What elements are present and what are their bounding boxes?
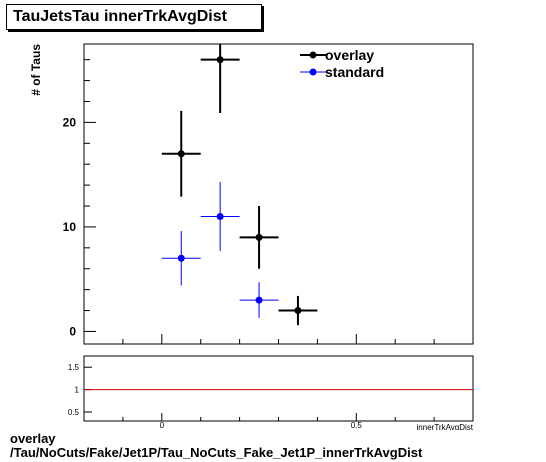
- data-point-overlay: [200, 44, 240, 113]
- data-point-standard: [200, 181, 240, 251]
- ratio-plot: 0.5 1 1.5 0 0.5 innerTrkAvgDist: [68, 355, 474, 430]
- main-frame: [83, 43, 474, 345]
- y-tick-label: 0: [69, 324, 76, 338]
- legend-marker: [309, 68, 317, 76]
- caption: overlay /Tau/NoCuts/Fake/Jet1P/Tau_NoCut…: [10, 432, 422, 460]
- ratio-x-tick-label: 0: [160, 421, 165, 430]
- x-axis-label: innerTrkAvgDist: [417, 423, 474, 430]
- legend-entry-standard: standard: [300, 64, 384, 80]
- y-axis-label: # of Taus: [29, 44, 43, 96]
- legend-label: standard: [325, 64, 384, 80]
- data-point-overlay: [161, 110, 201, 197]
- marker: [216, 56, 224, 64]
- data-point-overlay: [278, 295, 318, 326]
- marker: [255, 296, 263, 304]
- marker: [294, 307, 302, 315]
- ratio-y-tick-label: 1.5: [68, 363, 80, 372]
- marker: [177, 150, 185, 158]
- caption-line-1: overlay: [10, 431, 56, 446]
- marker: [177, 254, 185, 262]
- ratio-frame: [83, 355, 474, 422]
- title-box: TauJetsTau innerTrkAvgDist: [6, 4, 262, 30]
- y-tick-label: 10: [63, 220, 77, 234]
- ratio-y-tick-label: 0.5: [68, 408, 80, 417]
- chart-title: TauJetsTau innerTrkAvgDist: [13, 8, 227, 25]
- ratio-y-tick-label: 1: [75, 386, 80, 395]
- data-point-overlay: [239, 206, 279, 269]
- data-point-standard: [161, 231, 201, 286]
- caption-line-2: /Tau/NoCuts/Fake/Jet1P/Tau_NoCuts_Fake_J…: [10, 445, 423, 460]
- y-tick-label: 20: [63, 115, 77, 129]
- legend-label: overlay: [325, 47, 374, 63]
- marker: [216, 212, 224, 220]
- legend-entry-overlay: overlay: [300, 47, 374, 63]
- data-point-standard: [239, 282, 279, 318]
- marker: [255, 233, 263, 241]
- legend-marker: [309, 51, 317, 59]
- ratio-x-tick-label: 0.5: [351, 421, 363, 430]
